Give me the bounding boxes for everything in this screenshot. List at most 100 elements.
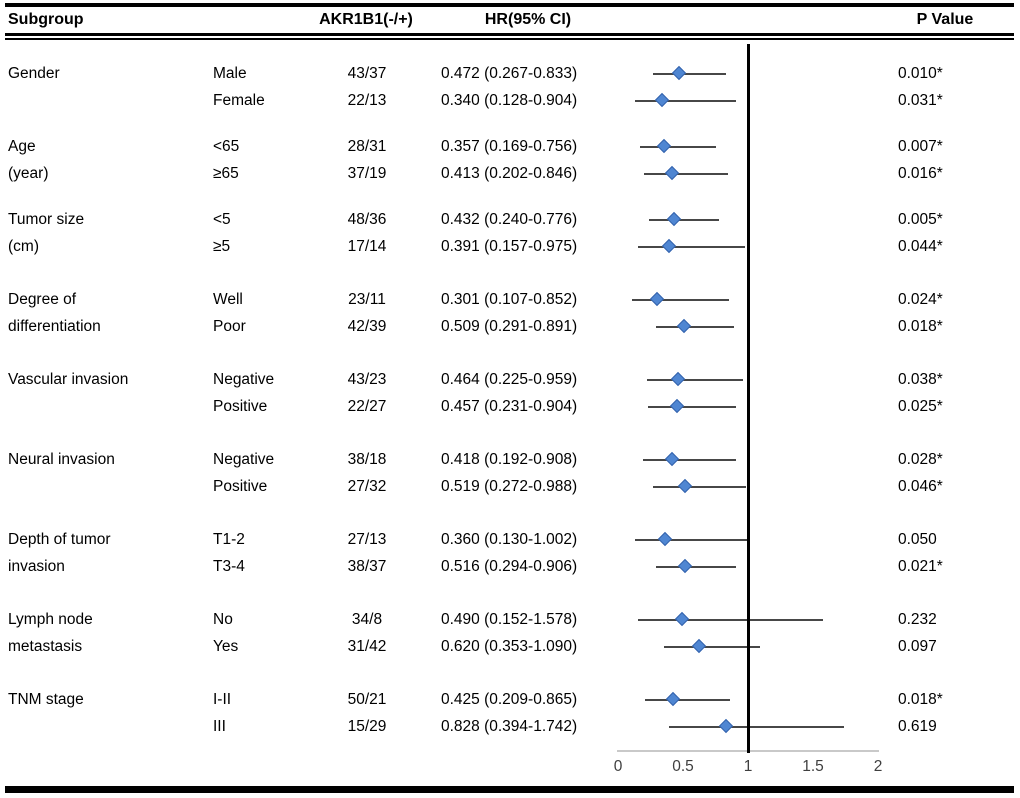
header-subgroup: Subgroup xyxy=(8,11,84,28)
forest-plot-segment xyxy=(618,366,878,393)
hr-ci-text: 0.464 (0.225-0.959) xyxy=(441,371,578,388)
table-row: (year) ≥65 37/19 0.413 (0.202-0.846) 0.016* xyxy=(0,160,1020,187)
level-label: I-II xyxy=(213,691,232,708)
counts-value: 17/14 xyxy=(347,238,387,255)
confidence-interval-line xyxy=(631,298,729,301)
reference-line-hr-1 xyxy=(746,44,750,753)
subgroup-label xyxy=(8,473,208,500)
hr-point-diamond-marker xyxy=(667,211,682,227)
level-label: III xyxy=(213,718,226,735)
p-value: 0.025* xyxy=(898,398,943,415)
level-label: Poor xyxy=(213,318,246,335)
confidence-interval-line xyxy=(647,378,743,381)
x-axis-tick-label: 1.5 xyxy=(802,758,824,775)
level-label: ≥65 xyxy=(213,165,239,182)
level-label: T3-4 xyxy=(213,558,245,575)
forest-plot-segment xyxy=(618,606,878,633)
hr-point-diamond-marker xyxy=(674,611,689,627)
subgroup-label: Age xyxy=(8,138,36,155)
p-value: 0.619 xyxy=(898,718,937,735)
level-label: <5 xyxy=(213,211,231,228)
header-hr-ci: HR(95% CI) xyxy=(484,11,572,28)
x-axis-tick-label: 2 xyxy=(873,758,883,775)
confidence-interval-line xyxy=(638,245,745,248)
hr-ci-text: 0.472 (0.267-0.833) xyxy=(441,65,578,82)
table-row: Positive 22/27 0.457 (0.231-0.904) 0.025* xyxy=(0,393,1020,420)
confidence-interval-line xyxy=(634,99,736,102)
counts-value: 15/29 xyxy=(347,718,387,735)
table-row: Gender Male 43/37 0.472 (0.267-0.833) 0.010* xyxy=(0,60,1020,87)
level-label: <65 xyxy=(213,138,240,155)
confidence-interval-line xyxy=(649,218,719,221)
hr-point-diamond-marker xyxy=(678,558,693,574)
hr-ci-text: 0.620 (0.353-1.090) xyxy=(441,638,578,655)
hr-point-diamond-marker xyxy=(677,318,692,334)
hr-point-diamond-marker xyxy=(657,531,672,547)
subgroup-block: Depth of tumor T1-2 27/13 0.360 (0.130-1.00… xyxy=(0,526,1020,580)
subgroup-label: Degree of xyxy=(8,291,77,308)
counts-value: 34/8 xyxy=(351,611,383,628)
level-label: Yes xyxy=(213,638,239,655)
table-row: Tumor size <5 48/36 0.432 (0.240-0.776) 0.00… xyxy=(0,206,1020,233)
p-value: 0.097 xyxy=(898,638,937,655)
hr-point-diamond-marker xyxy=(672,65,687,81)
hr-point-diamond-marker xyxy=(718,718,733,734)
p-value: 0.038* xyxy=(898,371,943,388)
forest-plot-segment xyxy=(618,553,878,580)
hr-ci-text: 0.391 (0.157-0.975) xyxy=(441,238,578,255)
p-value: 0.050 xyxy=(898,531,937,548)
x-axis-tick-label: 0 xyxy=(613,758,623,775)
confidence-interval-line xyxy=(639,145,717,148)
subgroup-block: TNM stage I-II 50/21 0.425 (0.209-0.865) 0.0… xyxy=(0,686,1020,740)
subgroup-block: Tumor size <5 48/36 0.432 (0.240-0.776) 0.00… xyxy=(0,206,1020,260)
x-axis-tick-label: 0.5 xyxy=(672,758,694,775)
level-label: Male xyxy=(213,65,247,82)
level-label: No xyxy=(213,611,233,628)
table-row: (cm) ≥5 17/14 0.391 (0.157-0.975) 0.044* xyxy=(0,233,1020,260)
counts-value: 22/13 xyxy=(347,92,387,109)
confidence-interval-line xyxy=(634,538,749,541)
hr-point-diamond-marker xyxy=(655,92,670,108)
table-row: Vascular invasion Negative 43/23 0.464 (0.2… xyxy=(0,366,1020,393)
forest-plot-segment xyxy=(618,313,878,340)
subgroup-block: Vascular invasion Negative 43/23 0.464 (0.2… xyxy=(0,366,1020,420)
hr-ci-text: 0.357 (0.169-0.756) xyxy=(441,138,578,155)
forest-plot-segment xyxy=(618,286,878,313)
confidence-interval-line xyxy=(642,458,737,461)
subgroup-label: (cm) xyxy=(8,238,39,255)
hr-point-diamond-marker xyxy=(691,638,706,654)
forest-plot-segment xyxy=(618,160,878,187)
confidence-interval-line xyxy=(637,618,824,621)
hr-ci-text: 0.418 (0.192-0.908) xyxy=(441,451,578,468)
confidence-interval-line xyxy=(645,698,731,701)
hr-ci-text: 0.828 (0.394-1.742) xyxy=(441,718,578,735)
hr-ci-text: 0.301 (0.107-0.852) xyxy=(441,291,578,308)
hr-ci-text: 0.490 (0.152-1.578) xyxy=(441,611,578,628)
counts-value: 27/32 xyxy=(347,478,387,495)
p-value: 0.010* xyxy=(898,65,943,82)
hr-point-diamond-marker xyxy=(661,238,676,254)
p-value: 0.031* xyxy=(898,92,943,109)
p-value: 0.044* xyxy=(898,238,943,255)
counts-value: 23/11 xyxy=(348,291,386,308)
subgroup-label: Tumor size xyxy=(8,211,85,228)
level-label: Positive xyxy=(213,478,268,495)
hr-ci-text: 0.519 (0.272-0.988) xyxy=(441,478,578,495)
counts-value: 42/39 xyxy=(347,318,387,335)
confidence-interval-line xyxy=(655,325,734,328)
subgroup-label: Depth of tumor xyxy=(8,531,111,548)
subgroup-block: Age <65 28/31 0.357 (0.169-0.756) 0.007* (yea… xyxy=(0,133,1020,187)
subgroup-label: metastasis xyxy=(8,638,83,655)
table-row: Degree of Well 23/11 0.301 (0.107-0.852) 0.0… xyxy=(0,286,1020,313)
forest-plot-segment xyxy=(618,473,878,500)
header-counts: AKR1B1(-/+) xyxy=(319,11,413,28)
table-row: invasion T3-4 38/37 0.516 (0.294-0.906) 0.02… xyxy=(0,553,1020,580)
table-row: differentiation Poor 42/39 0.509 (0.291-0.8… xyxy=(0,313,1020,340)
p-value: 0.018* xyxy=(898,318,943,335)
confidence-interval-line xyxy=(653,485,747,488)
counts-value: 28/31 xyxy=(347,138,387,155)
hr-ci-text: 0.516 (0.294-0.906) xyxy=(441,558,578,575)
p-value: 0.024* xyxy=(898,291,943,308)
forest-plot-segment xyxy=(618,206,878,233)
